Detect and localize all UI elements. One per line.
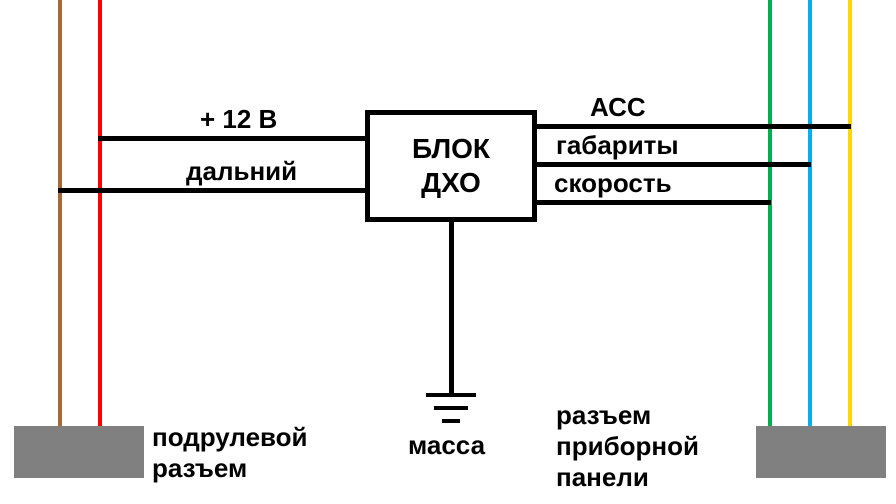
- label-skorost: скорость: [554, 168, 672, 199]
- wire-acc: [537, 124, 851, 129]
- wire-brown: [58, 0, 62, 428]
- label-left-2: разъем: [152, 453, 308, 484]
- label-massa: масса: [408, 430, 485, 461]
- label-right-3: панели: [556, 462, 699, 493]
- wire-blue: [808, 0, 812, 428]
- label-right-2: приборной: [556, 431, 699, 462]
- ground-stem: [449, 222, 454, 393]
- block-line2: ДХО: [421, 166, 481, 200]
- ground-bar-3: [442, 419, 460, 423]
- label-gabarity: габариты: [556, 130, 679, 161]
- connector-left: [14, 426, 144, 478]
- block-dho: БЛОК ДХО: [365, 110, 537, 222]
- wire-gabarity: [537, 162, 811, 167]
- connector-right: [756, 426, 886, 478]
- wire-skorost: [537, 200, 771, 205]
- block-line1: БЛОК: [412, 132, 490, 166]
- ground-bar-1: [426, 393, 476, 397]
- label-right-1: разъем: [556, 400, 699, 431]
- label-left-1: подрулевой: [152, 422, 308, 453]
- ground-bar-2: [434, 406, 468, 410]
- label-12v: + 12 В: [200, 104, 277, 135]
- label-right-connector: разъем приборной панели: [556, 400, 699, 493]
- wire-green: [768, 0, 772, 428]
- wire-red: [98, 0, 102, 428]
- label-dalniy: дальний: [186, 156, 297, 187]
- wire-dalniy: [58, 188, 365, 193]
- wire-12v: [98, 136, 365, 141]
- label-acc: АСС: [590, 92, 646, 123]
- label-left-connector: подрулевой разъем: [152, 422, 308, 484]
- wire-yellow: [848, 0, 852, 428]
